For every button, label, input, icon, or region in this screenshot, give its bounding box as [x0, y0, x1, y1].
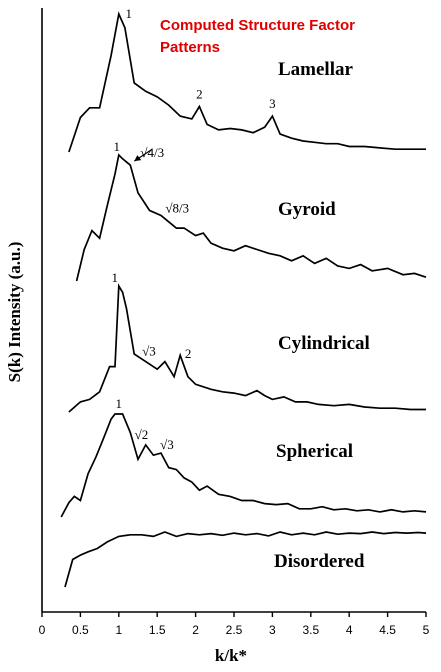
peak-label: √4/3 [140, 145, 164, 160]
series-name-lamellar: Lamellar [278, 59, 353, 80]
peak-label: 3 [269, 96, 276, 111]
chart-title-line-2: Patterns [160, 39, 220, 56]
series-name-spherical: Spherical [276, 441, 353, 462]
axes [41, 8, 426, 613]
peak-label: √2 [135, 427, 149, 442]
series-name-cylindrical: Cylindrical [278, 333, 370, 354]
x-tick-label: 4.5 [379, 623, 396, 637]
peak-label: 2 [196, 87, 203, 102]
series-name-disordered: Disordered [274, 551, 365, 572]
series-line-cylindrical [68, 283, 426, 413]
series-line-lamellar [68, 11, 426, 153]
x-tick-label: 1.5 [149, 623, 166, 637]
series-name-gyroid: Gyroid [278, 199, 336, 220]
peak-label: 1 [126, 6, 133, 21]
peak-label: √8/3 [165, 201, 189, 216]
x-tick-label: 0.5 [72, 623, 89, 637]
peak-label: 1 [114, 139, 121, 154]
peak-label: √3 [142, 343, 156, 358]
peak-labels-layer: Lamellar 1 2 3 Gyroid 1 √4/3 √8/3 Cylindrical 1 √3… [112, 6, 370, 572]
gyroid-annotation-arrowhead [134, 155, 142, 162]
series-line-disordered [64, 531, 427, 588]
peak-label: √3 [160, 437, 174, 452]
x-tick-label: 5 [423, 623, 430, 637]
series-layer [60, 11, 427, 588]
peak-label: 1 [116, 396, 123, 411]
x-tick-label: 2 [192, 623, 199, 637]
series-line-spherical [60, 413, 427, 518]
x-tick-label: 4 [346, 623, 353, 637]
x-tick-label: 0 [39, 623, 46, 637]
x-tick-label: 2.5 [226, 623, 243, 637]
series-line-gyroid [75, 153, 427, 282]
x-tick-label: 3.5 [302, 623, 319, 637]
peak-label: 1 [112, 270, 119, 285]
x-tick-label: 3 [269, 623, 276, 637]
x-tick-label: 1 [115, 623, 122, 637]
peak-label: 2 [185, 346, 192, 361]
chart-title-line-1: Computed Structure Factor [160, 17, 355, 34]
x-ticks: 0 0.5 1 1.5 2 2.5 3 3.5 4 4.5 5 [39, 612, 430, 637]
x-axis-title: k/k* [215, 646, 247, 665]
y-axis-title: S(k) Intensity (a.u.) [5, 242, 24, 383]
